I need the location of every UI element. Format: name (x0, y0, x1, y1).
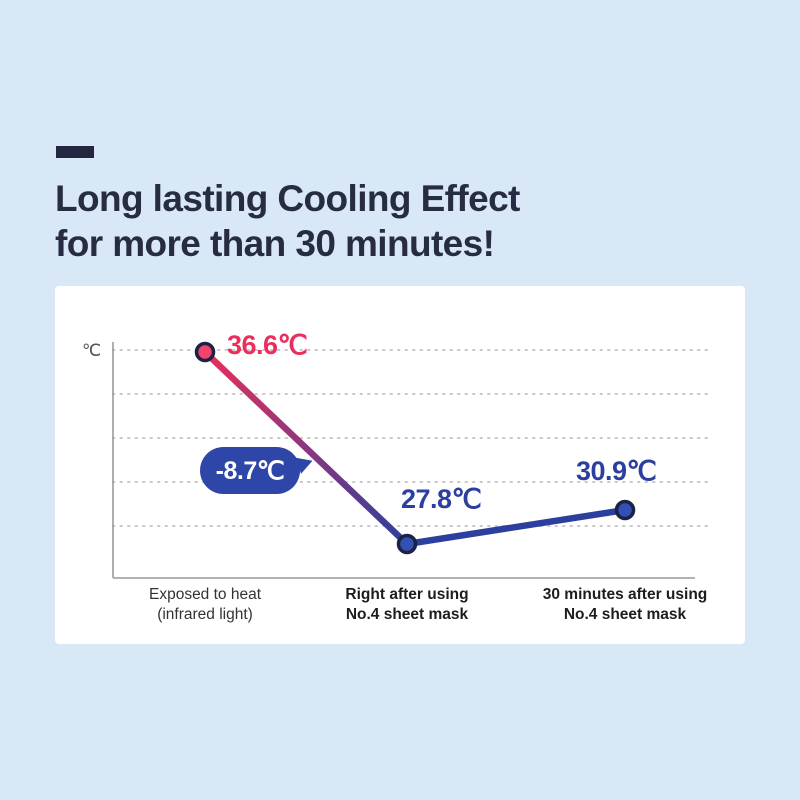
data-point-cool-2 (614, 499, 636, 521)
page-title: Long lasting Cooling Effect for more tha… (55, 176, 520, 266)
point-label-cool-1: 27.8℃ (401, 484, 482, 514)
x-axis-label-line: Exposed to heat (148, 586, 262, 603)
x-axis-label-exposed-to-heat: Exposed to heat (infrared light) (149, 585, 261, 625)
temp-drop-bubble: -8.7℃ (200, 447, 316, 494)
x-axis-label-line: No.4 sheet mask (563, 606, 687, 623)
accent-dash (56, 146, 94, 158)
point-label-cool-2: 30.9℃ (576, 456, 657, 486)
x-axis-label-right-after: Right after using No.4 sheet mask (345, 585, 468, 625)
x-axis-label-line: No.4 sheet mask (345, 606, 469, 623)
trend-line-hot-segment (201, 348, 411, 548)
page-title-line1: Long lasting Cooling Effect (55, 178, 520, 219)
temperature-chart-card: ℃ 36.6℃ 27.8℃ 30.9℃ -8.7℃ Exposed to hea… (55, 286, 745, 644)
page-title-line2: for more than 30 minutes! (55, 223, 495, 265)
data-point-hot (194, 341, 216, 363)
point-label-hot: 36.6℃ (227, 330, 308, 360)
trend-line-cool-segment (403, 506, 629, 548)
x-axis-label-line: Right after using (345, 586, 469, 603)
data-point-cool-1 (396, 533, 418, 555)
y-axis-unit-label: ℃ (82, 341, 101, 360)
x-axis-label-line: (infrared light) (157, 606, 253, 623)
x-axis-label-line: 30 minutes after using (542, 586, 708, 603)
x-axis-label-30-minutes-after: 30 minutes after using No.4 sheet mask (543, 585, 708, 625)
temp-drop-value: -8.7℃ (215, 456, 285, 485)
